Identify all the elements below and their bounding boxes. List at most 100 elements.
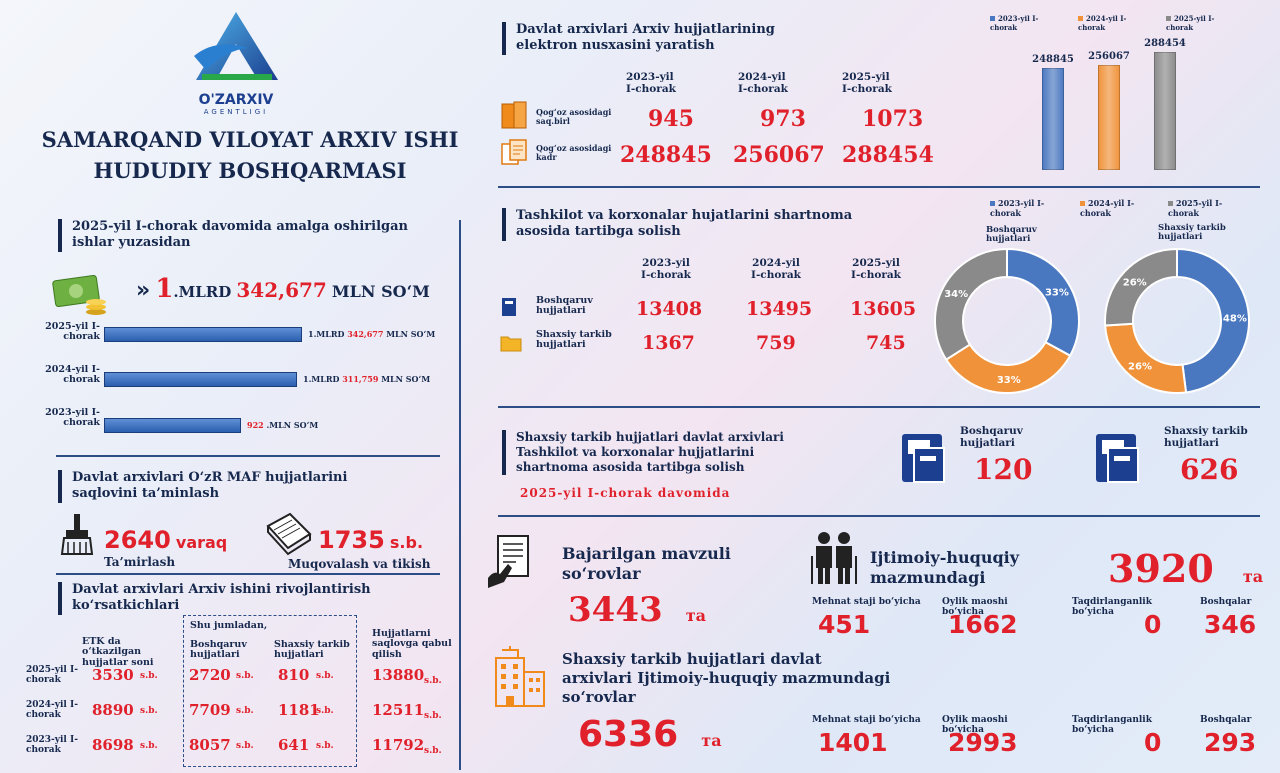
repair-stat: 2640 varaq xyxy=(104,526,227,554)
legend-item: 2024-yil I-chorak xyxy=(1078,14,1148,32)
electronic-r2-2023: 248845 xyxy=(620,142,712,168)
electronic-year-2023: 2023-yil I-chorak xyxy=(626,71,676,95)
archive-box-icon xyxy=(1094,430,1144,490)
personal-category-label: Boshqalar xyxy=(1200,715,1252,725)
finance-val-a: 922 xyxy=(247,420,264,430)
legend-label: 2023-yil I-chorak xyxy=(990,14,1039,32)
personal-category-label: Taqdirlanganlik bo‘yicha xyxy=(1072,715,1152,735)
personal-category-value: 0 xyxy=(1144,728,1162,757)
dev-unit: s.b. xyxy=(316,706,334,716)
legend-swatch xyxy=(1168,201,1173,206)
thematic-title: Bajarilgan mavzuli so‘rovlar xyxy=(562,544,731,583)
contract-row2-label: Shaxsiy tarkib hujjatlari xyxy=(536,329,612,351)
personal-category-value: 1401 xyxy=(818,728,888,757)
electronic-year-2025: 2025-yil I-chorak xyxy=(842,71,892,95)
electronic-r1-2024: 973 xyxy=(760,106,806,132)
big-amount-unit2: MLN SO‘M xyxy=(331,282,430,301)
money-icon xyxy=(52,272,110,316)
contract-year-2023: 2023-yil I-chorak xyxy=(641,257,691,281)
finance-val-b: 342,677 xyxy=(347,329,384,339)
contract-r1-2023: 13408 xyxy=(636,298,703,320)
finance-row-label: 2025-yil I-chorak xyxy=(45,321,100,343)
dev-row-label: 2023-yil I-chorak xyxy=(26,735,78,755)
legend-item: 2025-yil I-chorak xyxy=(1166,14,1236,32)
legend-label: 2024-yil I-chorak xyxy=(1078,14,1127,32)
personal-b-value: 120 xyxy=(974,453,1033,486)
finance-val-a: 1.MLRD xyxy=(308,329,345,339)
dev-row-label: 2024-yil I-chorak xyxy=(26,700,78,720)
electronic-r1-2023: 945 xyxy=(648,106,694,132)
logo-emblem-icon xyxy=(194,12,278,80)
social-category-value: 1662 xyxy=(948,610,1018,639)
binding-value: 1735 xyxy=(318,526,385,554)
repair-unit: varaq xyxy=(175,533,228,552)
social-title: Ijtimoiy-huquqiy mazmundagi xyxy=(870,548,1020,587)
dev-unit: s.b. xyxy=(140,706,158,716)
slice-label: 33% xyxy=(997,375,1021,386)
personal-queries-title: Shaxsiy tarkib hujjatlari davlat arxivla… xyxy=(562,650,891,706)
brush-icon xyxy=(58,512,96,560)
slice-label: 33% xyxy=(1045,287,1069,298)
elderly-icon xyxy=(810,530,860,590)
big-amount-value: 342,677 xyxy=(236,278,327,302)
electronic-row1-label: Qog‘oz asosidagi saq.birl xyxy=(536,107,612,126)
social-unit: та xyxy=(1242,567,1264,586)
bar-1 xyxy=(1098,65,1120,170)
social-category-label: Oylik maoshi bo‘yicha xyxy=(942,597,1008,617)
logo-name: O'ZARXIV xyxy=(198,92,274,108)
bar-0 xyxy=(1042,68,1064,170)
slice-1 xyxy=(1104,322,1188,394)
personal-s-value: 626 xyxy=(1180,453,1239,486)
dev-cell-boshqaruv: 7709 xyxy=(189,701,231,719)
finance-bar-label: 1.MLRD 342,677 MLN SO‘M xyxy=(308,329,435,339)
electronic-title: Davlat arxivlari Arxiv hujjatlarining el… xyxy=(502,22,816,55)
electronic-year-2024: 2024-yil I-chorak xyxy=(738,71,788,95)
slice-label: 48% xyxy=(1223,313,1247,324)
contract-r2-2024: 759 xyxy=(756,332,796,354)
electronic-r2-2024: 256067 xyxy=(733,142,825,168)
dev-unit: s.b. xyxy=(236,741,254,751)
finance-row-label: 2024-yil I-chorak xyxy=(45,364,100,386)
divider xyxy=(498,515,1260,517)
slice-label: 34% xyxy=(944,289,968,300)
donut-chart-boshqaruv: 33% 33% 34% xyxy=(934,247,1080,394)
dev-unit: s.b. xyxy=(140,671,158,681)
contract-year-2024: 2024-yil I-chorak xyxy=(751,257,801,281)
social-stat: 3920 та xyxy=(1108,546,1263,591)
divider xyxy=(498,186,1260,188)
donut1-title: Boshqaruv hujjatlari xyxy=(986,225,1037,245)
logo-sub: AGENTLIGI xyxy=(203,108,269,116)
binding-unit: s.b. xyxy=(389,533,424,552)
divider xyxy=(498,406,1260,408)
thematic-unit: та xyxy=(685,606,707,625)
dev-unit: s.b. xyxy=(424,676,442,686)
big-amount: » 1.MLRD 342,677 MLN SO‘M xyxy=(136,274,430,304)
logo: O'ZARXIV AGENTLIGI xyxy=(186,8,286,116)
slice-2 xyxy=(934,247,1008,361)
finance-row-label: 2023-yil I-chorak xyxy=(45,407,100,429)
big-amount-unit1: .MLRD xyxy=(173,283,232,301)
dev-col4-header: Hujjatlarni saqlovga qabul qilish xyxy=(372,628,452,660)
slice-0 xyxy=(1006,247,1080,358)
bar-value-label: 288454 xyxy=(1144,38,1186,49)
slice-1 xyxy=(944,340,1072,394)
page-title: SAMARQAND VILOYAT ARXIV ISHI HUDUDIY BOS… xyxy=(20,124,480,186)
thematic-value: 3443 xyxy=(568,590,663,630)
dev-cell-qabul: 11792 xyxy=(372,736,425,754)
personal-category-label: Oylik maoshi bo‘yicha xyxy=(942,715,1008,735)
contract-year-2025: 2025-yil I-chorak xyxy=(851,257,901,281)
personal-subtitle: 2025-yil I-chorak davomida xyxy=(520,486,731,500)
personal-category-label: Mehnat staji bo‘yicha xyxy=(812,715,921,725)
archive-box-icon xyxy=(900,430,950,490)
contract-r2-2025: 745 xyxy=(866,332,906,354)
dev-group-box xyxy=(183,615,357,767)
finance-bar-label: 922 .MLN SO‘M xyxy=(247,420,318,430)
slice-label: 26% xyxy=(1128,362,1152,373)
personal-category-value: 2993 xyxy=(948,728,1018,757)
donut-chart-shaxsiy: 48% 26% 26% xyxy=(1104,247,1250,394)
big-amount-prefix: 1 xyxy=(155,274,174,304)
dev-cell-shaxsiy: 1181 xyxy=(278,701,320,719)
dev-cell-etk: 8698 xyxy=(92,736,134,754)
contract-r1-2024: 13495 xyxy=(746,298,813,320)
legend-swatch xyxy=(990,201,995,206)
